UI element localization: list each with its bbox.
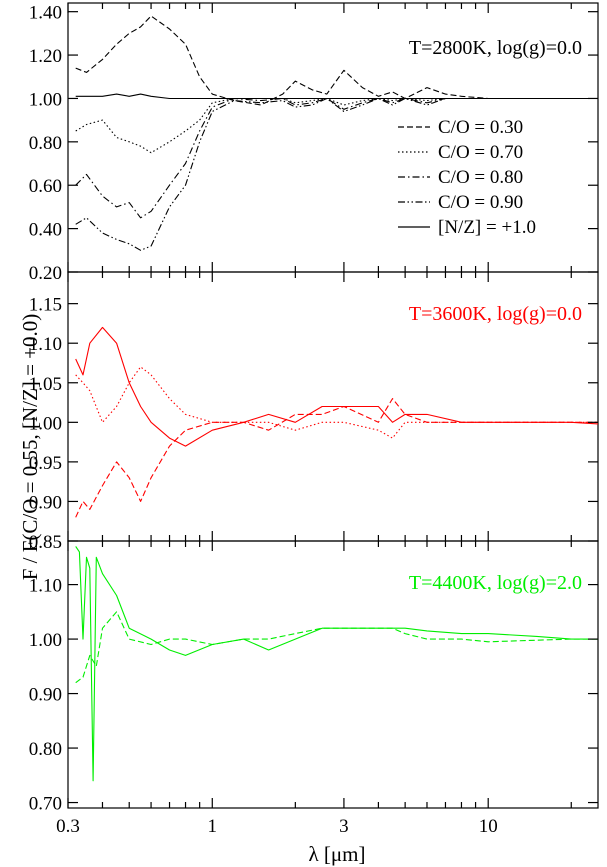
x-tick-label: 0.3 — [56, 816, 80, 837]
panel-2-series-line-3 — [75, 326, 598, 447]
panel-frame-3 — [67, 540, 599, 809]
legend-label: [N/Z] = +1.0 — [438, 217, 536, 238]
panel-2-series — [75, 326, 598, 518]
x-tick-label: 10 — [479, 816, 498, 837]
legend-label: C/O = 0.80 — [438, 167, 523, 188]
plot-layer — [75, 15, 598, 782]
y-tick-label: 1.10 — [29, 334, 62, 355]
y-tick-label: 0.20 — [29, 263, 62, 284]
y-tick-label: 0.85 — [29, 532, 62, 553]
axes-layer: 0.20 0.40 0.60 0.80 1.00 1.20 1.40 T=2800K, log… — [29, 3, 598, 837]
panel-2-series-line-1 — [75, 398, 598, 518]
panel-3-series — [75, 546, 598, 782]
panel-1-series-line-1 — [75, 15, 598, 106]
y-tick-label: 1.10 — [29, 576, 62, 597]
y-tick-label: 0.40 — [29, 220, 62, 241]
panel-2-title: T=3600K, log(g)=0.0 — [409, 303, 582, 325]
panel-1-series-line-2 — [75, 97, 598, 154]
x-tick-label: 3 — [339, 816, 349, 837]
x-tick-label: 1 — [208, 816, 218, 837]
y-axis-label: F / F(C/O = 0.55, [N/Z] = +0.0) — [18, 314, 42, 581]
y-tick-label: 1.15 — [29, 295, 62, 316]
panel-1-series — [75, 15, 598, 251]
panel-1-series-line-5 — [75, 93, 598, 100]
y-tick-label: 1.00 — [29, 413, 62, 434]
y-tick-label: 1.00 — [29, 89, 62, 110]
panel-2-series-line-2 — [75, 366, 598, 439]
legend-label: C/O = 0.70 — [438, 142, 523, 163]
y-tick-label: 0.70 — [29, 794, 62, 815]
y-tick-label: 1.40 — [29, 3, 62, 24]
y-tick-label: 0.90 — [29, 492, 62, 513]
y-tick-label: 0.95 — [29, 453, 62, 474]
y-tick-label: 0.60 — [29, 176, 62, 197]
y-tick-label: 1.05 — [29, 374, 62, 395]
legend-label: C/O = 0.90 — [438, 192, 523, 213]
panel-3-series-line-2 — [75, 546, 598, 782]
y-tick-label: 0.80 — [29, 133, 62, 154]
y-tick-label: 0.90 — [29, 685, 62, 706]
panel-frames — [67, 2, 599, 809]
y-tick-label: 1.20 — [29, 46, 62, 67]
x-axis-label: λ [μm] — [308, 842, 365, 866]
y-tick-label: 0.80 — [29, 739, 62, 760]
panel-3-series-line-1 — [75, 611, 598, 684]
legend-label: C/O = 0.30 — [438, 117, 523, 138]
panel-3-title: T=4400K, log(g)=2.0 — [409, 572, 582, 594]
y-tick-label: 1.00 — [29, 630, 62, 651]
panel-1-title: T=2800K, log(g)=0.0 — [409, 37, 582, 59]
legend: C/O = 0.30 C/O = 0.70 C/O = 0.80 C/O = 0.90… — [398, 117, 536, 238]
